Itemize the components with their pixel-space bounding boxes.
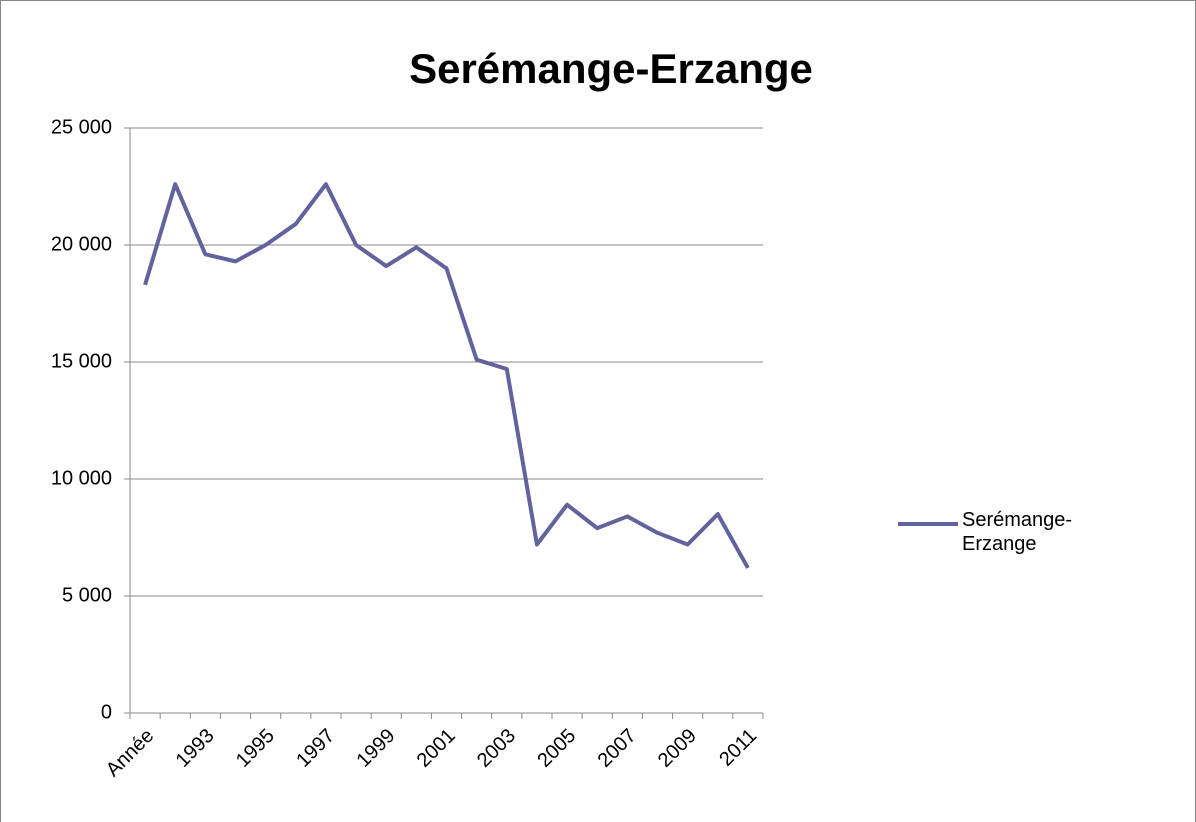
legend-label: Serémange-Erzange: [962, 509, 1073, 555]
line-series: [143, 182, 750, 569]
y-tick-label: 10 000: [51, 467, 112, 489]
y-tick-label: 20 000: [51, 233, 112, 255]
y-tick-label: 5 000: [62, 584, 112, 606]
chart-title: Serémange-Erzange: [409, 45, 813, 92]
y-tick-label: 0: [101, 701, 112, 723]
y-tick-label: 15 000: [51, 350, 112, 372]
y-tick-label: 25 000: [51, 116, 112, 138]
